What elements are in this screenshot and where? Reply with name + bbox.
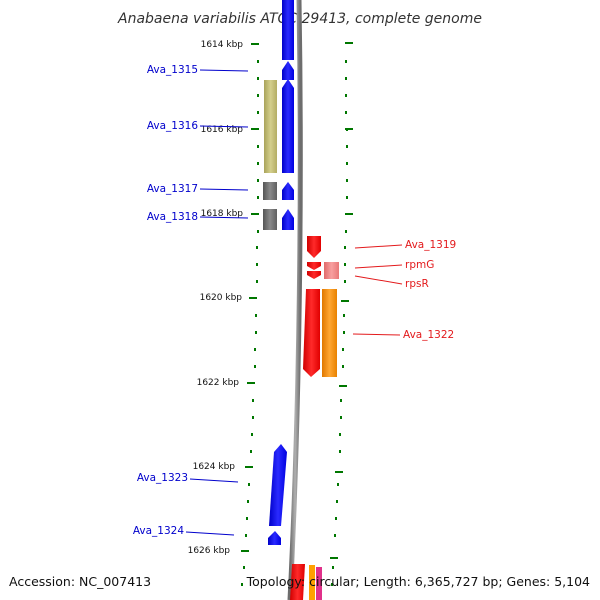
topology-text: Topology: circular; Length: 6,365,727 bp… bbox=[246, 574, 590, 589]
left-major-ticks bbox=[241, 43, 259, 552]
leader-ava1317 bbox=[199, 188, 249, 191]
gene-label-ava1324[interactable]: Ava_1324 bbox=[133, 525, 185, 537]
gene-label-ava1317[interactable]: Ava_1317 bbox=[147, 183, 198, 195]
leader-ava1324 bbox=[185, 531, 235, 536]
gene-label-ava1315[interactable]: Ava_1315 bbox=[147, 64, 198, 76]
gene-ava1317[interactable] bbox=[282, 182, 294, 200]
kbp-label-1622: 1622 kbp bbox=[197, 378, 240, 388]
feature-magenta-bottom[interactable] bbox=[316, 567, 322, 600]
gene-label-ava1322[interactable]: Ava_1322 bbox=[403, 329, 454, 341]
left-guide-dots bbox=[241, 60, 259, 586]
gene-ava1318[interactable] bbox=[282, 209, 294, 230]
feature-grey-ava1318[interactable] bbox=[263, 209, 277, 230]
leader-ava1319 bbox=[354, 244, 403, 249]
gene-label-ava1318[interactable]: Ava_1318 bbox=[147, 211, 198, 223]
gene-rpmg[interactable] bbox=[307, 262, 321, 270]
kbp-label-1616: 1616 kbp bbox=[201, 125, 244, 135]
gene-ava1322[interactable] bbox=[303, 289, 320, 377]
forward-strand-genes bbox=[268, 0, 294, 545]
gene-rpsr[interactable] bbox=[307, 271, 321, 279]
kbp-label-1624: 1624 kbp bbox=[193, 462, 236, 472]
feature-orange-bottom[interactable] bbox=[309, 565, 315, 600]
feature-pink-rpmg[interactable] bbox=[324, 262, 339, 279]
right-major-ticks bbox=[330, 42, 353, 559]
kbp-label-1618: 1618 kbp bbox=[201, 209, 244, 219]
leader-rpsr bbox=[354, 275, 403, 285]
gene-segment-bottom-red[interactable] bbox=[290, 564, 305, 600]
leader-ava1318 bbox=[199, 216, 249, 219]
gene-ava1323[interactable] bbox=[269, 444, 287, 526]
gene-ava1315[interactable] bbox=[282, 61, 294, 80]
gene-ava1324[interactable] bbox=[268, 531, 281, 545]
gene-label-leaders bbox=[185, 69, 403, 536]
genome-backbone bbox=[287, 0, 303, 600]
leader-ava1322 bbox=[352, 333, 401, 336]
gene-label-ava1323[interactable]: Ava_1323 bbox=[137, 472, 188, 484]
gene-segment-top[interactable] bbox=[282, 0, 294, 60]
gene-ava1319[interactable] bbox=[307, 236, 321, 258]
feature-grey-ava1317[interactable] bbox=[263, 182, 277, 200]
gene-label-rpmg[interactable]: rpmG bbox=[405, 259, 434, 271]
gene-label-ava1319[interactable]: Ava_1319 bbox=[405, 239, 456, 251]
kbp-label-1620: 1620 kbp bbox=[200, 293, 243, 303]
leader-ava1323 bbox=[189, 478, 239, 483]
accession-text: Accession: NC_007413 bbox=[9, 574, 151, 589]
forward-side-features bbox=[263, 80, 277, 230]
kbp-label-1614: 1614 kbp bbox=[201, 40, 244, 50]
leader-ava1316 bbox=[199, 125, 249, 128]
gene-label-ava1316[interactable]: Ava_1316 bbox=[147, 120, 199, 132]
feature-khaki-ava1316[interactable] bbox=[264, 80, 277, 173]
gene-ava1316[interactable] bbox=[282, 79, 294, 173]
reverse-side-features bbox=[309, 262, 339, 600]
gene-label-rpsr[interactable]: rpsR bbox=[405, 278, 429, 290]
reverse-strand-genes bbox=[290, 236, 321, 600]
kbp-label-1626: 1626 kbp bbox=[188, 546, 231, 556]
leader-ava1315 bbox=[199, 69, 249, 72]
leader-rpmg bbox=[354, 264, 403, 269]
feature-orange-ava1322[interactable] bbox=[322, 289, 337, 377]
